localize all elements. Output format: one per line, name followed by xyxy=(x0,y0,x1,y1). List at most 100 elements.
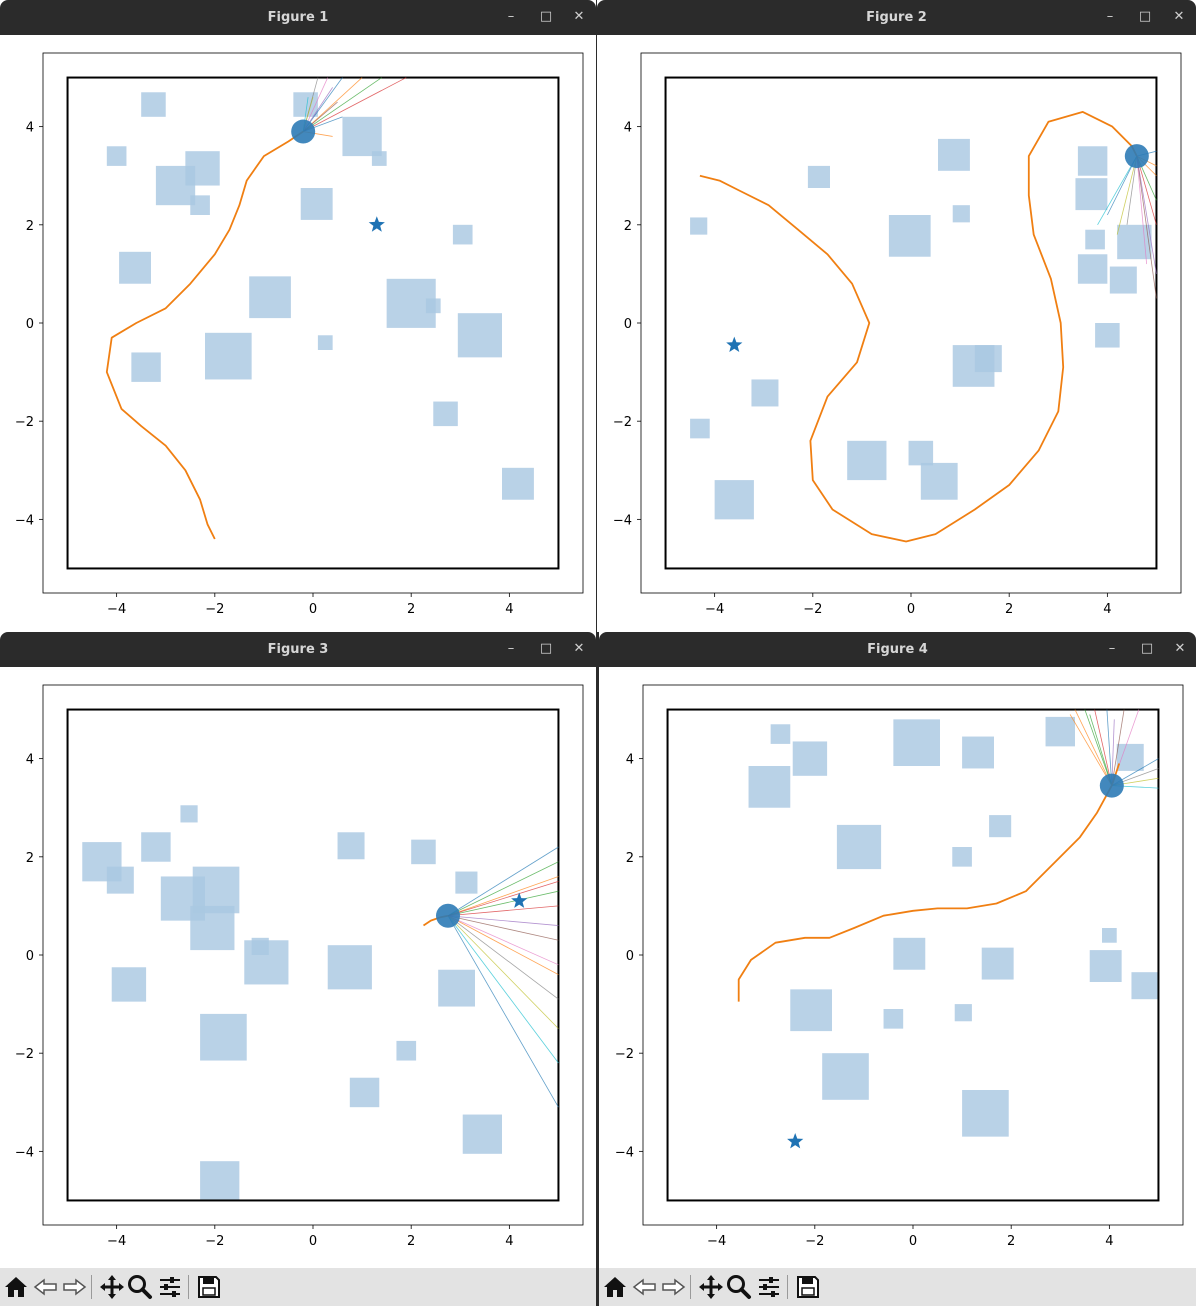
x-tick-label: −2 xyxy=(205,1234,224,1249)
x-tick-label: 4 xyxy=(1105,1234,1113,1249)
window-titlebar[interactable]: Figure 4 – □ ✕ xyxy=(599,632,1196,667)
maximize-icon[interactable]: □ xyxy=(539,9,553,24)
plot-canvas[interactable]: −4 −4 −2 −2 0 0 2 2 4 4 xyxy=(0,667,596,1268)
obstacle xyxy=(249,276,291,319)
arena-boundary xyxy=(66,708,560,1202)
sensor-ray xyxy=(1094,709,1113,786)
maximize-icon[interactable]: □ xyxy=(1138,9,1152,24)
configure-icon[interactable] xyxy=(155,1272,185,1302)
obstacle xyxy=(141,832,171,862)
back-icon[interactable] xyxy=(630,1272,660,1302)
sensor-ray xyxy=(447,880,559,917)
sensor-ray xyxy=(1106,709,1113,786)
close-icon[interactable]: ✕ xyxy=(1174,641,1186,656)
home-icon[interactable] xyxy=(1,1272,31,1302)
x-tick-label: 2 xyxy=(407,602,415,617)
pan-icon[interactable] xyxy=(696,1272,726,1302)
obstacle xyxy=(190,905,235,951)
close-icon[interactable]: ✕ xyxy=(573,9,585,24)
robot-marker xyxy=(291,119,316,144)
sensor-ray xyxy=(1136,156,1148,265)
sensor-ray xyxy=(302,77,407,132)
obstacle xyxy=(457,313,502,358)
forward-icon[interactable] xyxy=(658,1272,688,1302)
obstacle xyxy=(1077,146,1108,176)
arena-boundary xyxy=(664,76,1158,570)
obstacle xyxy=(190,195,210,215)
navigation-toolbar xyxy=(0,1268,596,1306)
x-tick-label: −4 xyxy=(107,1234,126,1249)
toolbar-separator xyxy=(188,1275,189,1299)
window-titlebar[interactable]: Figure 3 – □ ✕ xyxy=(0,632,596,667)
obstacle xyxy=(1077,254,1108,284)
sensor-ray xyxy=(1111,709,1125,786)
pan-icon[interactable] xyxy=(97,1272,127,1302)
window-titlebar[interactable]: Figure 2 – □ ✕ xyxy=(597,0,1196,35)
sensor-ray xyxy=(1116,155,1138,235)
obstacle xyxy=(690,217,708,235)
close-icon[interactable]: ✕ xyxy=(573,641,585,656)
sensor-ray xyxy=(1097,155,1138,226)
minimize-icon[interactable]: – xyxy=(1108,641,1116,656)
obstacle xyxy=(981,947,1014,980)
sensor-ray xyxy=(447,905,559,917)
minimize-icon[interactable]: – xyxy=(507,641,515,656)
figure-window-2: Figure 2 – □ ✕ −4 −4 −2 −2 0 0 2 2 4 4 xyxy=(597,0,1196,630)
forward-icon[interactable] xyxy=(59,1272,89,1302)
obstacle xyxy=(411,839,436,865)
y-tick-label: 4 xyxy=(626,753,634,768)
arena-boundary xyxy=(666,708,1160,1202)
obstacle xyxy=(893,937,926,970)
save-icon[interactable] xyxy=(194,1272,224,1302)
minimize-icon[interactable]: – xyxy=(507,9,515,24)
x-tick-label: −2 xyxy=(803,602,822,617)
plot-canvas[interactable]: −4 −4 −2 −2 0 0 2 2 4 4 xyxy=(0,35,596,630)
x-tick-label: −4 xyxy=(107,602,126,617)
x-tick-label: −4 xyxy=(705,602,724,617)
obstacle xyxy=(792,741,828,776)
home-icon[interactable] xyxy=(600,1272,630,1302)
obstacle xyxy=(455,871,478,894)
x-tick-label: 4 xyxy=(505,602,513,617)
y-tick-label: −4 xyxy=(615,1145,634,1160)
window-titlebar[interactable]: Figure 1 – □ ✕ xyxy=(0,0,596,35)
sensor-ray xyxy=(1069,714,1113,786)
sensor-ray xyxy=(447,915,559,1029)
y-tick-label: −2 xyxy=(613,415,632,430)
obstacle xyxy=(155,165,196,206)
sensor-ray xyxy=(447,915,559,1108)
obstacle xyxy=(836,824,882,870)
sensor-ray xyxy=(302,77,382,132)
zoom-icon[interactable] xyxy=(125,1272,155,1302)
obstacle xyxy=(141,92,166,117)
obstacle xyxy=(883,1009,904,1029)
figure-window-1: Figure 1 – □ ✕ −4 −4 −2 −2 0 0 2 2 4 4 xyxy=(0,0,596,630)
obstacle xyxy=(119,251,151,284)
close-icon[interactable]: ✕ xyxy=(1173,9,1185,24)
window-divider xyxy=(596,0,597,1306)
maximize-icon[interactable]: □ xyxy=(539,641,553,656)
window-title: Figure 2 xyxy=(866,10,927,25)
obstacle xyxy=(751,379,779,407)
maximize-icon[interactable]: □ xyxy=(1140,641,1154,656)
minimize-icon[interactable]: – xyxy=(1106,9,1114,24)
obstacle xyxy=(714,480,754,520)
y-tick-label: −2 xyxy=(615,1047,634,1062)
y-tick-label: −2 xyxy=(15,1047,34,1062)
goal-star xyxy=(787,1133,804,1149)
back-icon[interactable] xyxy=(31,1272,61,1302)
y-tick-label: 2 xyxy=(624,219,632,234)
obstacle xyxy=(1116,743,1144,771)
obstacle xyxy=(920,462,958,500)
save-icon[interactable] xyxy=(793,1272,823,1302)
sensor-ray xyxy=(447,915,559,1064)
zoom-icon[interactable] xyxy=(724,1272,754,1302)
configure-icon[interactable] xyxy=(754,1272,784,1302)
y-tick-label: 0 xyxy=(626,949,634,964)
obstacle xyxy=(300,188,333,220)
obstacle xyxy=(989,815,1012,838)
plot-canvas[interactable]: −4 −4 −2 −2 0 0 2 2 4 4 xyxy=(597,35,1196,630)
toolbar-separator xyxy=(787,1275,788,1299)
y-tick-label: −4 xyxy=(15,513,34,528)
plot-canvas[interactable]: −4 −4 −2 −2 0 0 2 2 4 4 xyxy=(599,667,1196,1268)
